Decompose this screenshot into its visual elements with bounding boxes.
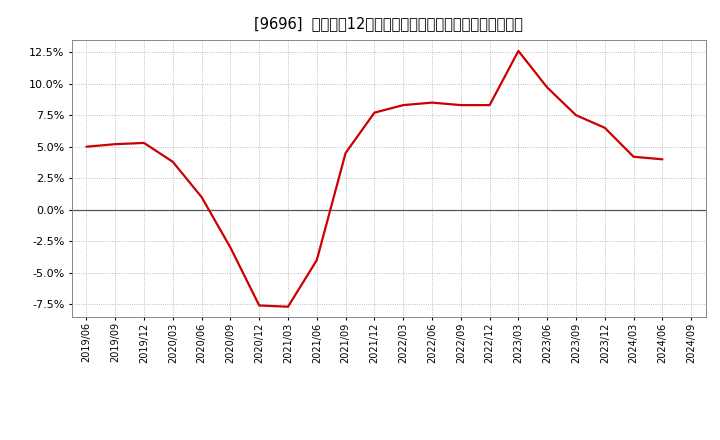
Title: [9696]  売上高の12か月移動合計の対前年同期増減率の推移: [9696] 売上高の12か月移動合計の対前年同期増減率の推移 xyxy=(254,16,523,32)
